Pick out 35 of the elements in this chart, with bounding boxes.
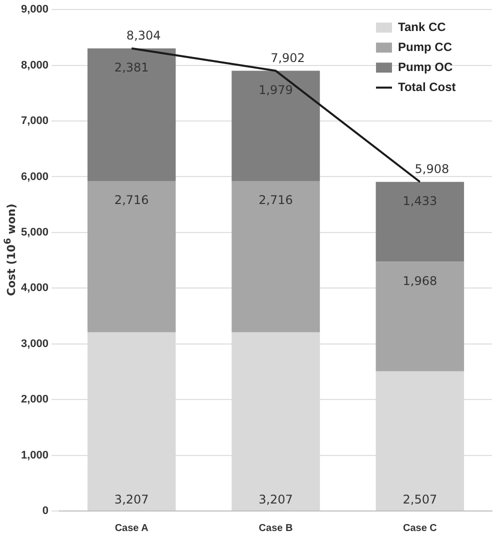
legend-label: Tank CC: [398, 20, 446, 34]
data-label: 8,304: [126, 28, 161, 42]
x-tick-label: Case A: [114, 522, 148, 534]
x-tick-label: Case B: [258, 522, 293, 534]
data-label: 3,207: [114, 492, 149, 507]
data-label: 2,716: [258, 193, 293, 208]
bar: [87, 48, 176, 182]
legend-label: Pump OC: [398, 60, 453, 74]
y-tick-label: 1,000: [20, 449, 49, 462]
data-label: 3,207: [258, 492, 293, 507]
y-tick-label: 3,000: [20, 338, 49, 350]
bar: [232, 181, 320, 332]
data-label: 2,381: [114, 60, 149, 74]
data-label: 1,968: [402, 274, 438, 288]
bar: [376, 262, 464, 372]
x-tick-label: Case C: [402, 522, 437, 534]
data-label: 5,908: [414, 162, 450, 176]
data-label: 1,433: [402, 194, 438, 208]
y-tick-label: 9,000: [20, 4, 49, 16]
data-label: 2,507: [402, 492, 438, 507]
y-tick-label: 7,000: [20, 115, 49, 128]
bar: [376, 182, 464, 262]
y-tick-label: 6,000: [20, 170, 49, 183]
data-label: 2,716: [114, 193, 149, 208]
data-label: 7,902: [270, 50, 305, 65]
legend-label: Total Cost: [398, 80, 456, 94]
y-tick-label: 4,000: [20, 282, 49, 294]
bar: [232, 70, 320, 182]
y-tick-label: 8,000: [20, 59, 49, 72]
data-label: 1,979: [258, 82, 293, 97]
legend-label: Pump CC: [398, 40, 452, 54]
y-tick-label: 0: [42, 505, 49, 518]
y-tick-label: 2,000: [20, 394, 49, 406]
y-tick-label: 5,000: [20, 226, 49, 238]
bar: [87, 181, 176, 332]
